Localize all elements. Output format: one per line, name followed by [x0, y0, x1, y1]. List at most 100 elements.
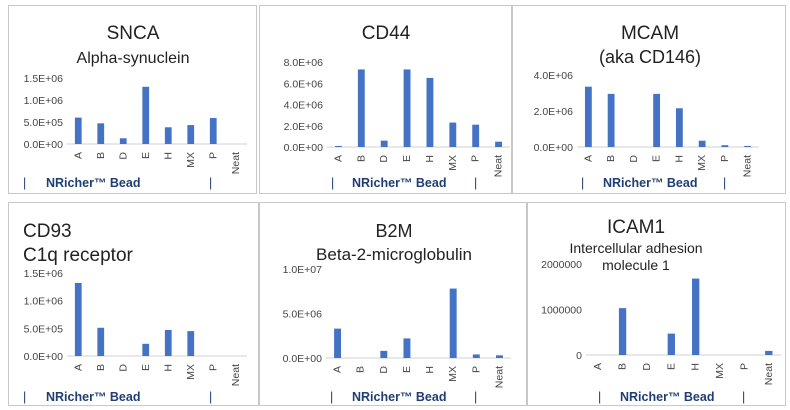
bar-h	[164, 127, 172, 144]
y-tick-label: 0.0E+00	[283, 353, 323, 365]
x-tick-label: E	[665, 363, 677, 370]
chart-snca: SNCA Alpha-synuclein 0.0E+00 5.0E+05 1.0E+…	[23, 23, 247, 190]
x-tick-label: B	[95, 364, 107, 371]
x-tick-label: A	[72, 152, 84, 159]
y-tick-label: 1.5E+06	[24, 268, 64, 280]
chart-subtitle: Intercellular adhesion	[569, 240, 702, 256]
bar-d	[119, 138, 127, 144]
x-tick-label: A	[332, 366, 344, 373]
x-tick-label: B	[95, 152, 107, 159]
bar-h	[164, 329, 172, 356]
x-tick-label: Neat	[230, 152, 242, 174]
x-tick-label: A	[582, 155, 594, 162]
bar-b	[357, 69, 365, 147]
bar-b	[97, 123, 105, 144]
y-tick-label: 1000000	[541, 305, 582, 317]
y-tick-label: 0.0E+00	[534, 142, 574, 154]
bar-e	[142, 343, 150, 356]
chart-subtitle: Alpha-synuclein	[77, 50, 190, 67]
y-tick-label: 0	[576, 350, 582, 362]
chart-title: MCAM	[621, 23, 679, 44]
y-tick-label: 4.0E+06	[534, 70, 574, 82]
x-tick-label: P	[719, 155, 731, 162]
bar-mx	[698, 140, 706, 147]
x-tick-label: P	[207, 152, 219, 159]
group-separator: |	[330, 390, 333, 404]
chart-title: ICAM1	[607, 217, 665, 238]
group-separator: |	[23, 176, 26, 190]
chart-subtitle: (aka CD146)	[599, 47, 701, 67]
bar-b	[97, 327, 105, 356]
y-tick-label: 2000000	[541, 259, 582, 271]
bar-a	[584, 86, 592, 147]
x-tick-label: E	[140, 364, 152, 371]
group-separator: |	[474, 176, 477, 190]
bar-h	[426, 77, 434, 147]
bar-p	[472, 124, 480, 147]
chart-icam1: ICAM1 Intercellular adhesion molecule 1 …	[541, 217, 781, 404]
y-tick-label: 5.0E+05	[24, 117, 64, 129]
bar-mx	[187, 125, 195, 144]
chart-panel-b2m: B2M Beta-2-microglobulin 0.0E+00 5.0E+06 1…	[259, 202, 527, 406]
y-tick-label: 1.0E+06	[24, 95, 64, 107]
y-tick-label: 5.0E+06	[283, 309, 323, 321]
group-label: NRicher™ Bead	[46, 176, 140, 190]
x-tick-label: MX	[185, 364, 197, 380]
group-separator: |	[331, 176, 334, 190]
group-separator: |	[209, 176, 212, 190]
chart-subtitle: Beta-2-microglobulin	[316, 245, 472, 264]
x-tick-label: D	[117, 364, 129, 372]
x-tick-label: A	[592, 363, 604, 370]
group-separator: |	[474, 390, 477, 404]
group-separator: |	[598, 390, 601, 404]
plot-area: 0 1000000 2000000 A B D E H MX P Neat	[541, 259, 781, 385]
y-tick-label: 2.0E+06	[534, 106, 574, 118]
bar-h	[692, 278, 700, 355]
x-tick-label: B	[617, 363, 629, 370]
plot-area: 0.0E+00 2.0E+06 4.0E+06 A B D E H MX P Neat	[534, 70, 759, 177]
x-tick-label: B	[355, 366, 367, 373]
bar-neat	[765, 350, 773, 355]
chart-subtitle-line2: molecule 1	[602, 257, 670, 273]
y-tick-label: 1.5E+06	[24, 73, 64, 85]
x-tick-label: A	[332, 155, 344, 162]
x-tick-label: H	[424, 155, 436, 163]
x-tick-label: MX	[185, 152, 197, 168]
group-separator: |	[723, 176, 726, 190]
x-tick-label: D	[378, 366, 390, 374]
chart-title: CD93	[23, 221, 72, 242]
x-tick-label: MX	[714, 363, 726, 379]
group-separator: |	[23, 390, 26, 404]
group-label: NRicher™ Bead	[352, 390, 446, 404]
group-label: NRicher™ Bead	[352, 176, 446, 190]
plot-area: 0.0E+00 5.0E+05 1.0E+06 1.5E+06 A B D E H MX P Neat	[24, 73, 247, 174]
bar-p	[209, 118, 217, 144]
y-tick-label: 6.0E+06	[284, 78, 324, 90]
chart-panel-cd44: CD44 0.0E+00 2.0E+06 4.0E+06 6.0E+06 8.0E+06…	[259, 5, 512, 194]
x-tick-label: H	[162, 364, 174, 372]
bar-a	[74, 117, 82, 144]
plot-area: 0.0E+00 5.0E+06 1.0E+07 A B D E H MX P Neat	[283, 264, 511, 388]
bar-h	[675, 108, 683, 147]
chart-panel-icam1: ICAM1 Intercellular adhesion molecule 1 …	[527, 202, 786, 406]
plot-area: 0.0E+00 2.0E+06 4.0E+06 6.0E+06 8.0E+06 A B D E H…	[284, 57, 510, 177]
chart-title: B2M	[375, 221, 412, 241]
chart-subtitle: C1q receptor	[23, 245, 134, 266]
y-tick-label: 1.0E+07	[283, 264, 323, 276]
group-separator: |	[742, 390, 745, 404]
y-tick-label: 0.0E+00	[284, 142, 324, 154]
bar-a	[334, 328, 342, 358]
chart-cd44: CD44 0.0E+00 2.0E+06 4.0E+06 6.0E+06 8.0E+06…	[284, 23, 510, 190]
x-tick-label: D	[641, 363, 653, 371]
bar-b	[607, 93, 615, 147]
plot-area: 0.0E+00 5.0E+05 1.0E+06 1.5E+06 A B D E H MX P Neat	[24, 268, 247, 386]
x-tick-label: P	[470, 366, 482, 373]
bar-b	[618, 308, 627, 355]
group-separator: |	[209, 390, 212, 404]
x-tick-label: B	[605, 155, 617, 162]
x-tick-label: E	[401, 366, 413, 373]
bar-d	[380, 350, 388, 358]
x-tick-label: Neat	[230, 364, 242, 386]
bar-e	[403, 338, 411, 358]
bar-e	[653, 93, 661, 147]
